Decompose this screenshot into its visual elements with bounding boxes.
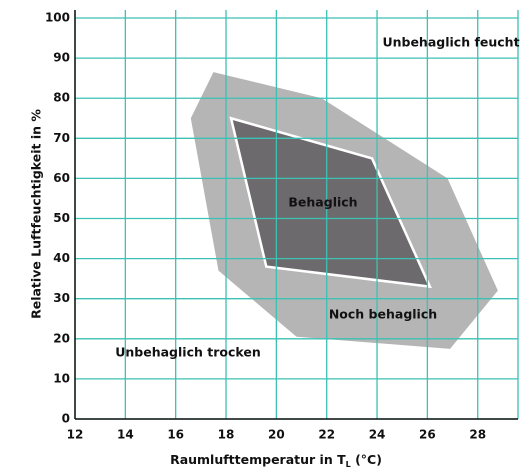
- region: [229, 116, 432, 289]
- y-tick-label: 30: [53, 291, 70, 305]
- x-tick-label: 18: [218, 428, 235, 442]
- y-tick-label: 10: [53, 371, 70, 385]
- x-tick-label: 14: [117, 428, 134, 442]
- x-tick-label: 22: [318, 428, 335, 442]
- y-axis-label: Relative Luftfeuchtigkeit in %: [29, 109, 44, 319]
- y-tick-label: 40: [53, 251, 70, 265]
- annotation: Unbehaglich trocken: [115, 345, 260, 360]
- y-tick-label: 100: [45, 11, 70, 25]
- x-tick-label: 20: [268, 428, 285, 442]
- x-tick-label: 16: [167, 428, 184, 442]
- y-tick-label: 70: [53, 131, 70, 145]
- x-tick-label: 26: [419, 428, 436, 442]
- region-label: Noch behaglich: [329, 307, 437, 322]
- annotation: Unbehaglich feucht: [382, 35, 519, 50]
- y-tick-label: 90: [53, 51, 70, 65]
- x-tick-label: 28: [469, 428, 486, 442]
- y-tick-label: 60: [53, 171, 70, 185]
- x-tick-label: 24: [369, 428, 386, 442]
- x-axis-label: Raumlufttemperatur in TL (°C): [170, 452, 382, 469]
- y-tick-label: 50: [53, 211, 70, 225]
- y-tick-label: 80: [53, 91, 70, 105]
- region-label: Behaglich: [288, 195, 357, 210]
- y-tick-label: 0: [62, 412, 70, 426]
- x-tick-label: 12: [67, 428, 84, 442]
- y-tick-label: 20: [53, 331, 70, 345]
